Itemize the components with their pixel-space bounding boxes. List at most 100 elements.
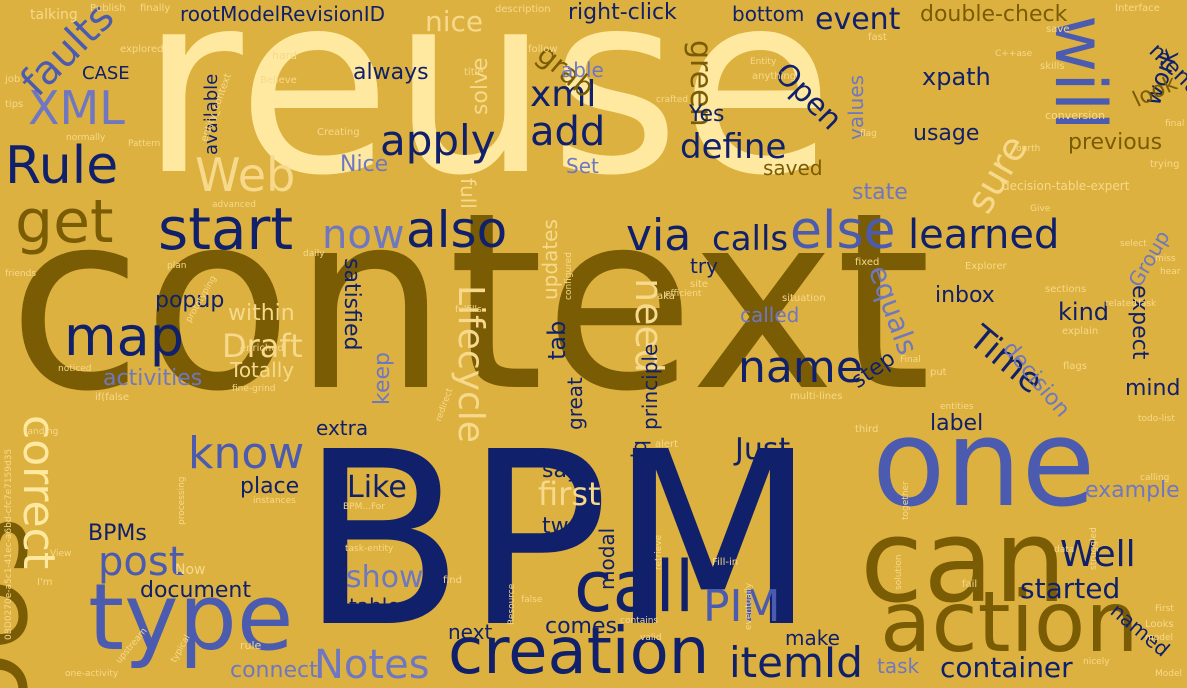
word-fill-in: Fill-in xyxy=(712,557,739,568)
word-label: label xyxy=(930,411,984,436)
word-activities: activities xyxy=(103,366,203,391)
word-fail: fail xyxy=(962,579,978,590)
word-entities: entities xyxy=(940,402,974,412)
word-name: name xyxy=(738,342,863,393)
word-example: example xyxy=(1085,478,1180,503)
word-try: try xyxy=(690,254,718,278)
word-bpms: BPMs xyxy=(88,521,147,546)
word-correct: correct xyxy=(13,415,64,570)
word-can: can xyxy=(860,495,1067,629)
word-give: Give xyxy=(1030,204,1051,214)
word-explored: explored xyxy=(120,44,164,55)
word-now-small: Now xyxy=(175,562,206,578)
word-post: post xyxy=(98,539,185,585)
word-decision-table-expert: decision-table-expert xyxy=(1002,179,1130,193)
word-find: find xyxy=(443,575,462,586)
word-called: called xyxy=(740,303,800,327)
word-flag: flag xyxy=(860,129,877,139)
word-efficient: efficient xyxy=(665,289,702,299)
word-cpp-ase: C++ase xyxy=(995,49,1033,59)
word-third: third xyxy=(855,424,879,435)
word-fine-grind: fine-grind xyxy=(232,384,276,394)
word-put: put xyxy=(930,367,947,378)
word-valid: valid xyxy=(640,633,662,643)
word-miss: miss xyxy=(1155,254,1176,264)
word-pim: PIM xyxy=(703,581,781,632)
word-learned: learned xyxy=(908,212,1060,258)
word-xpath: xpath xyxy=(922,63,991,91)
word-else: else xyxy=(790,201,896,261)
word-rootmodelrevisionid: rootModelRevisionID xyxy=(180,2,386,26)
word-tips: tips xyxy=(5,99,24,110)
word-looks: Looks xyxy=(1145,619,1174,630)
word-set: Set xyxy=(566,154,599,178)
word-itemid: itemId xyxy=(729,638,863,687)
word-rule-lower: rule xyxy=(240,639,262,652)
word-talking: talking xyxy=(30,7,78,23)
word-place: place xyxy=(240,474,300,499)
word-via: via xyxy=(626,210,692,261)
word-save: save xyxy=(1046,24,1070,35)
word-plan: plan xyxy=(167,261,187,271)
word-bpm: BPM xyxy=(300,400,817,680)
word-fast: fast xyxy=(868,32,887,43)
word-task-entity: task-entity xyxy=(345,544,394,554)
word-data: data xyxy=(1054,545,1075,555)
word-bottom: bottom xyxy=(732,2,805,26)
word-trying: trying xyxy=(1150,159,1180,170)
word-web: Web xyxy=(195,148,296,202)
word-multi-lines: multi-lines xyxy=(790,391,843,402)
word-modal: modal xyxy=(595,527,619,590)
word-interface: Interface xyxy=(1115,3,1160,14)
word-type: type xyxy=(88,564,294,671)
word-fixed: fixed xyxy=(855,257,880,268)
word-event: event xyxy=(815,2,901,37)
word-flags: flags xyxy=(1063,361,1087,372)
word-struggled: struggled xyxy=(1089,527,1099,570)
word-creating: Creating xyxy=(317,127,360,138)
word-container: container xyxy=(940,651,1073,684)
word-yes: Yes xyxy=(689,102,725,127)
word-case: CASE xyxy=(82,63,130,84)
word-extra: extra xyxy=(316,416,369,440)
word-like: Like xyxy=(347,470,407,505)
word-draft: Draft xyxy=(222,327,303,365)
word-im: I'm xyxy=(37,577,53,588)
word-action: action xyxy=(880,573,1139,671)
word-situation: situation xyxy=(782,293,826,304)
word-one: one xyxy=(872,395,1096,534)
word-resource: Resource xyxy=(507,583,517,625)
word-if-false: if(false xyxy=(95,392,129,403)
word-false: false xyxy=(521,595,543,605)
word-conversion: conversion xyxy=(1045,109,1106,122)
word-keep: keep xyxy=(370,352,395,405)
word-together: together xyxy=(901,481,911,520)
word-enriched: enriched xyxy=(240,343,284,354)
word-todo-list: todo-list xyxy=(1138,414,1175,424)
word-nice-cap: Nice xyxy=(340,152,389,177)
word-processing: processing xyxy=(177,476,187,525)
word-add: add xyxy=(530,109,606,155)
word-creation: creation xyxy=(448,615,710,688)
word-call: call xyxy=(574,546,695,628)
word-eventually: eventually xyxy=(744,582,754,630)
word-show: show xyxy=(346,560,424,595)
word-site: site xyxy=(690,279,709,290)
word-principle: principle xyxy=(638,343,662,430)
word-entity: Entity xyxy=(750,57,777,67)
word-follow: follow xyxy=(528,44,558,55)
word-also: also xyxy=(406,201,508,259)
word-anything: anything xyxy=(752,71,797,82)
word-double-check: double-check xyxy=(920,2,1068,27)
word-contains: contains xyxy=(620,616,659,626)
word-next: next xyxy=(448,620,493,644)
word-get: get xyxy=(15,187,114,257)
word-normally: normally xyxy=(66,133,106,143)
word-alert: alert xyxy=(655,439,679,450)
word-rule: Rule xyxy=(5,136,119,196)
word-nicely: nicely xyxy=(1083,657,1110,667)
word-skills: skills xyxy=(1040,61,1065,72)
word-comes: comes xyxy=(545,614,617,639)
word-great: great xyxy=(563,377,587,430)
word-context: context xyxy=(8,160,932,445)
